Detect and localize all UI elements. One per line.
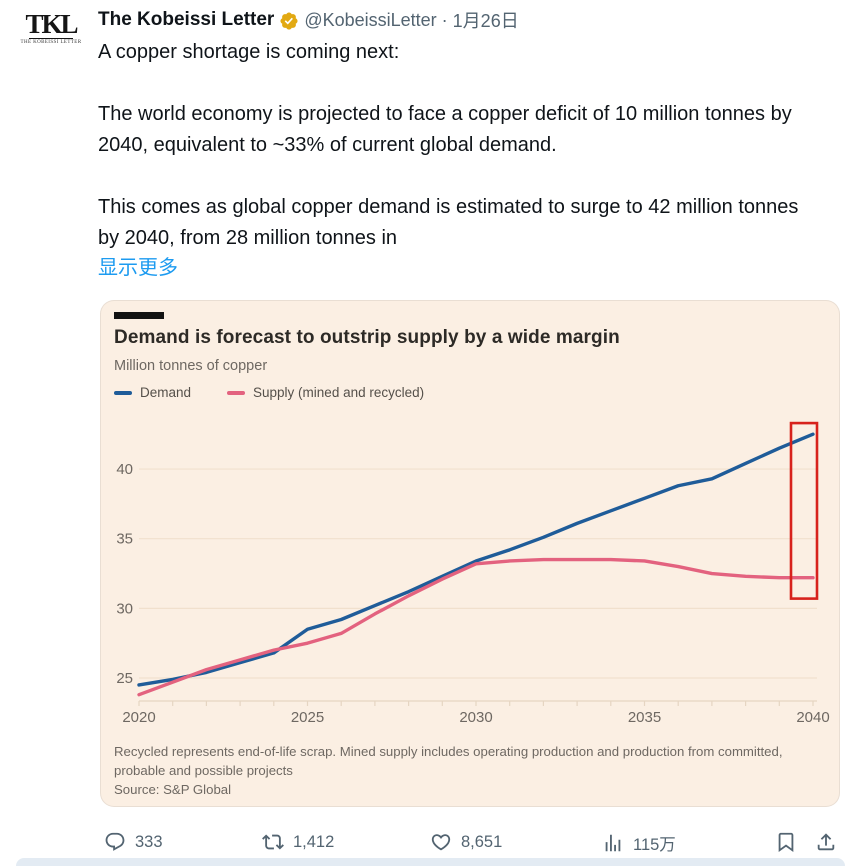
chart-title: Demand is forecast to outstrip supply by… — [114, 327, 620, 348]
supply-swatch — [227, 390, 246, 395]
avatar-tkl-logo: TKL — [25, 9, 78, 39]
x-tick-label: 2040 — [796, 709, 829, 726]
like-count: 8,651 — [461, 832, 503, 851]
tweet-header: The Kobeissi Letter @KobeissiLetter · 1月… — [98, 7, 838, 33]
chart-kicker-bar — [114, 312, 164, 319]
author-handle[interactable]: @KobeissiLetter — [304, 9, 437, 30]
avatar-rule — [29, 38, 73, 39]
legend-item-demand: Demand — [114, 385, 191, 400]
reply-icon — [105, 832, 125, 851]
x-tick-label: 2020 — [122, 709, 155, 726]
reply-count: 333 — [135, 832, 163, 851]
gap-highlight-rect — [789, 421, 819, 600]
y-tick-label: 35 — [116, 531, 133, 548]
heart-icon — [431, 834, 451, 851]
chart-card[interactable]: Demand is forecast to outstrip supply by… — [100, 300, 840, 807]
chart-legend: Demand Supply (mined and recycled) — [114, 385, 424, 400]
repost-count: 1,412 — [293, 832, 335, 851]
repost-button[interactable]: 1,412 — [262, 831, 334, 853]
share-button[interactable] — [815, 831, 837, 853]
share-icon — [817, 833, 835, 851]
supply-label: Supply (mined and recycled) — [253, 385, 425, 400]
chart-subtitle: Million tonnes of copper — [114, 358, 268, 374]
reply-button[interactable]: 333 — [104, 831, 163, 853]
gold-verified-badge-icon — [280, 11, 298, 30]
copper-line-chart: 25 30 35 40 2020 2025 2030 2035 2040 — [116, 421, 830, 726]
y-tick-label: 40 — [116, 461, 133, 478]
tweet-action-bar: 333 1,412 8,651 115万 — [0, 831, 860, 857]
avatar-subtext: THE KOBEISSI LETTER — [20, 40, 82, 45]
badge-check — [284, 17, 294, 24]
legend-item-supply: Supply (mined and recycled) — [227, 385, 424, 400]
like-button[interactable]: 8,651 — [430, 831, 502, 853]
chart-source: Source: S&P Global — [114, 782, 232, 797]
chart-footnote: Recycled represents end-of-life scrap. M… — [114, 744, 783, 778]
demand-label: Demand — [140, 385, 192, 400]
x-tick-label: 2030 — [459, 709, 492, 726]
bookmark-icon — [778, 832, 794, 853]
analytics-bars-icon — [605, 834, 621, 852]
view-count: 115万 — [633, 836, 676, 854]
bookmark-button[interactable] — [775, 831, 797, 853]
y-tick-label: 30 — [116, 600, 133, 617]
x-tick-label: 2035 — [628, 709, 661, 726]
tweet-text: A copper shortage is coming next: The wo… — [98, 41, 799, 249]
tweet-date[interactable]: 1月26日 — [452, 11, 519, 31]
y-tick-label: 25 — [116, 670, 133, 687]
series-line-demand — [137, 432, 815, 687]
repost-icon — [262, 834, 284, 850]
series-line-supply — [137, 557, 815, 697]
next-tweet-card-edge[interactable] — [16, 858, 845, 866]
author-name[interactable]: The Kobeissi Letter — [98, 9, 275, 30]
x-tick-label: 2025 — [291, 709, 324, 726]
demand-swatch — [114, 390, 132, 395]
views-button[interactable]: 115万 — [602, 831, 676, 855]
avatar[interactable]: TKL THE KOBEISSI LETTER — [21, 2, 81, 54]
show-more-link[interactable]: 显示更多 — [98, 257, 178, 279]
dot-separator: · — [441, 9, 448, 30]
